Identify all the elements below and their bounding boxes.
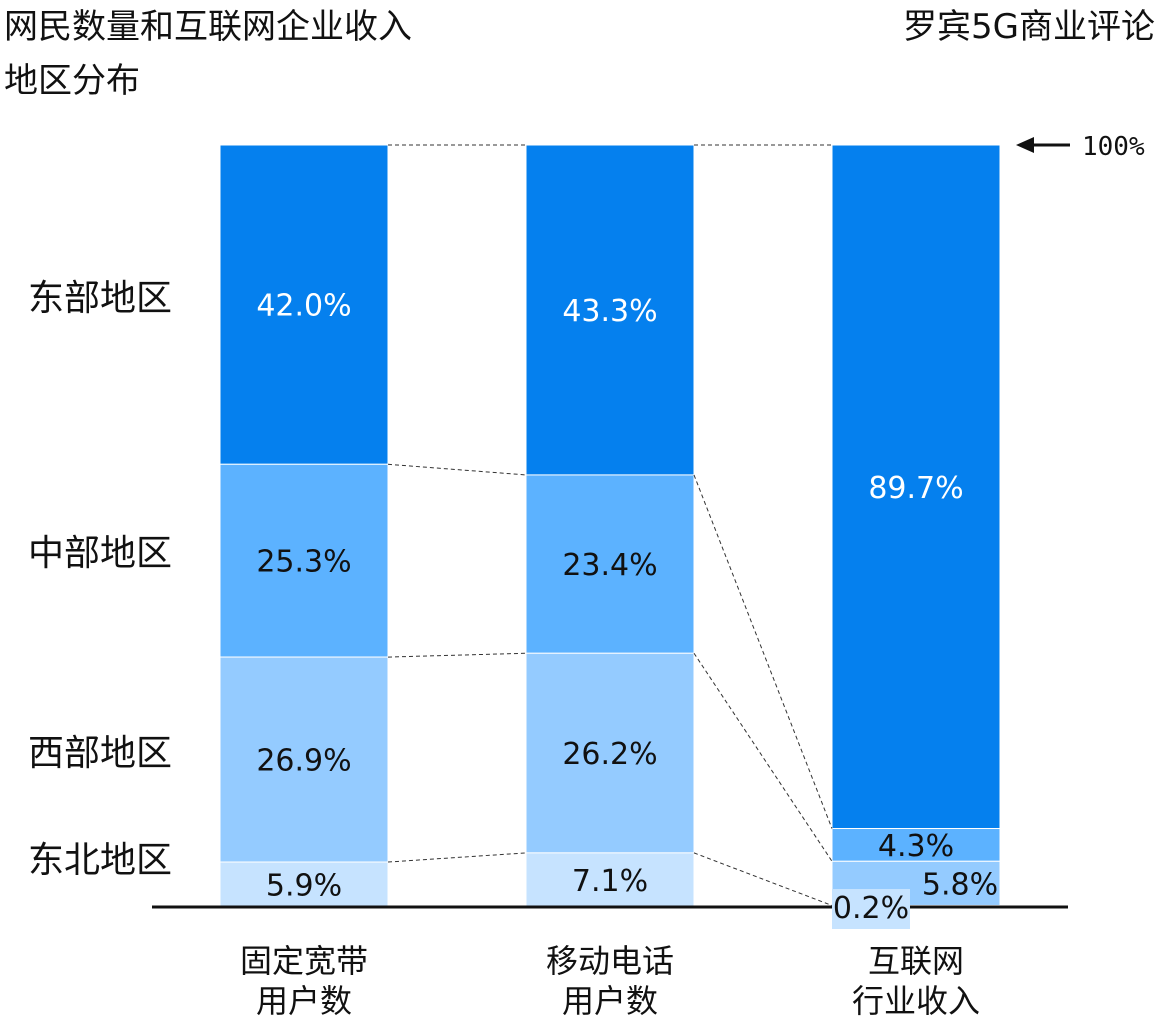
region-label-4: 东北地区 bbox=[28, 840, 172, 881]
region-label-3: 西部地区 bbox=[28, 733, 172, 774]
value-label-1-1: 42.0% bbox=[256, 289, 351, 324]
chart-title-line-1: 网民数量和互联网企业收入 bbox=[4, 7, 412, 47]
chart-title-line-2: 地区分布 bbox=[4, 61, 140, 101]
region-label-2: 中部地区 bbox=[28, 533, 172, 574]
reference-label: 100% bbox=[1082, 132, 1145, 162]
value-label-2-3: 26.2% bbox=[562, 737, 657, 772]
connector-line-1-3 bbox=[387, 852, 527, 863]
region-label-1: 东部地区 bbox=[28, 278, 172, 319]
category-label-1-1: 固定宽带 bbox=[240, 942, 368, 980]
connector-line-2-1 bbox=[693, 474, 833, 829]
connector-line-2-2 bbox=[693, 652, 833, 862]
value-label-3-2: 4.3% bbox=[878, 829, 954, 864]
value-label-1-3: 26.9% bbox=[256, 744, 351, 779]
bar-segment-2-1 bbox=[525, 144, 695, 476]
bar-segment-2-4 bbox=[525, 852, 695, 908]
bar-segment-1-1 bbox=[219, 144, 389, 465]
value-label-2-1: 43.3% bbox=[562, 294, 657, 329]
category-label-2-1: 移动电话 bbox=[546, 942, 674, 980]
category-label-1-2: 用户数 bbox=[256, 982, 352, 1019]
value-label-box-3-4 bbox=[832, 889, 910, 929]
bar-segment-3-1 bbox=[831, 144, 1001, 830]
value-label-2-4: 7.1% bbox=[572, 864, 648, 899]
value-label-3-4: 0.2% bbox=[833, 891, 909, 926]
bar-segment-1-2 bbox=[219, 463, 389, 658]
bar-segment-2-2 bbox=[525, 474, 695, 654]
reference-arrow-head bbox=[1016, 137, 1034, 153]
value-label-2-2: 23.4% bbox=[562, 548, 657, 583]
connector-line-1-1 bbox=[387, 463, 527, 476]
value-label-1-2: 25.3% bbox=[256, 545, 351, 580]
connector-line-1-2 bbox=[387, 652, 527, 658]
value-label-1-4: 5.9% bbox=[266, 869, 342, 904]
category-label-3-1: 互联网 bbox=[868, 942, 964, 980]
chart-title: 网民数量和互联网企业收入 地区分布 bbox=[4, 0, 412, 108]
value-label-3-1: 89.7% bbox=[868, 471, 963, 506]
bar-segment-2-3 bbox=[525, 652, 695, 854]
value-label-3-3: 5.8% bbox=[922, 867, 998, 902]
category-label-3-2: 行业收入 bbox=[852, 982, 980, 1019]
connector-line-2-3 bbox=[693, 852, 833, 906]
chart-source: 罗宾5G商业评论 bbox=[903, 7, 1155, 47]
category-label-2-2: 用户数 bbox=[562, 982, 658, 1019]
